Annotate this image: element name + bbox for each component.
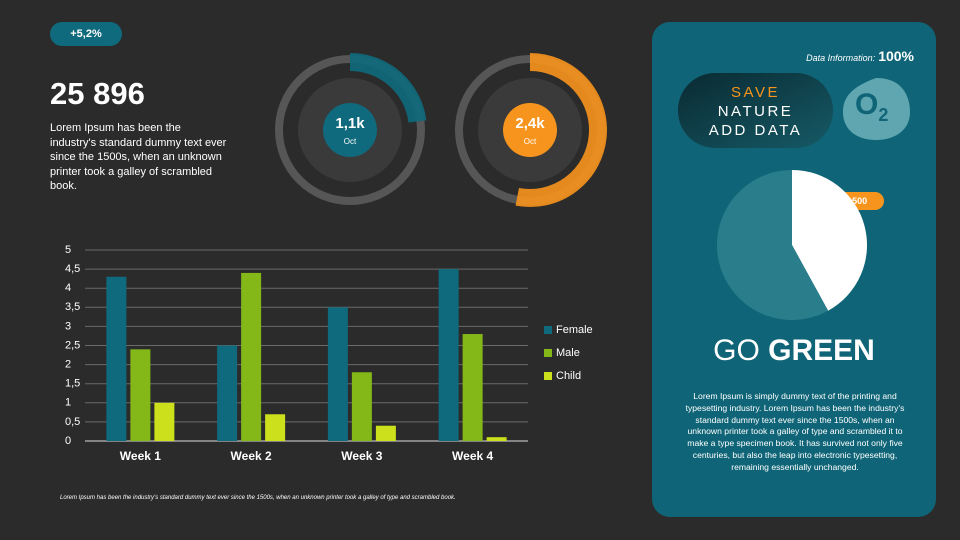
- bar: [154, 402, 175, 441]
- info-value: 100%: [878, 48, 914, 64]
- bar: [351, 372, 372, 441]
- bar: [106, 276, 127, 441]
- o2-drop: [843, 78, 910, 140]
- intro: Lorem Ipsum has been the industry's stan…: [50, 122, 227, 192]
- x-tick-label: Week 3: [341, 449, 382, 463]
- ring-center: [503, 103, 557, 157]
- y-tick-label: 1,5: [65, 378, 80, 390]
- bar: [375, 425, 396, 441]
- x-tick-label: Week 1: [120, 449, 161, 463]
- ring-center: [323, 103, 377, 157]
- save-text: SAVE NATURE ADD DATA: [678, 83, 833, 140]
- bar: [130, 349, 151, 441]
- y-tick-label: 5: [65, 244, 71, 256]
- bar: [217, 345, 238, 441]
- y-tick-label: 1: [65, 397, 71, 409]
- bar: [265, 414, 286, 441]
- bar: [327, 307, 348, 441]
- panel-body: Lorem Ipsum is simply dummy text of the …: [685, 391, 905, 472]
- footnote: Lorem Ipsum has been the industry's stan…: [60, 495, 456, 501]
- y-tick-label: 4,5: [65, 263, 80, 275]
- save: SAVE: [731, 84, 780, 101]
- ring-arc: [515, 53, 607, 207]
- save-pill: [678, 73, 833, 148]
- go: GO: [713, 334, 760, 367]
- y-tick-label: 0: [65, 435, 71, 447]
- y-tick-label: 2: [65, 359, 71, 371]
- y-tick-label: 0,5: [65, 416, 80, 428]
- callout: > 2 500: [836, 196, 868, 206]
- info: Data Information: 100%: [806, 48, 914, 64]
- bar: [486, 437, 507, 441]
- o2: O2: [855, 88, 888, 126]
- o2-sub: 2: [878, 105, 889, 125]
- go-green: GO GREEN: [652, 334, 936, 368]
- x-tick-label: Week 2: [231, 449, 272, 463]
- y-tick-label: 3,5: [65, 301, 80, 313]
- bar: [438, 269, 459, 441]
- badge-bg: [50, 22, 122, 46]
- x-tick-label: Week 4: [452, 449, 493, 463]
- bar: [462, 334, 483, 441]
- ring-value: 1,1k: [335, 115, 365, 132]
- legend-swatch: [544, 372, 552, 380]
- pie-slice: [792, 170, 867, 311]
- pie-slice: [716, 170, 829, 321]
- bar: [241, 272, 262, 441]
- info-label: Data Information:: [806, 53, 876, 63]
- y-tick-label: 2,5: [65, 339, 80, 351]
- legend-label: Child: [556, 370, 581, 382]
- ring-sub: Oct: [524, 137, 537, 146]
- y-tick-label: 4: [65, 282, 71, 294]
- legend-label: Male: [556, 347, 580, 359]
- o2-o: O: [855, 88, 879, 121]
- green: GREEN: [768, 334, 875, 367]
- nature: NATURE: [717, 103, 794, 120]
- ring-arc: [349, 53, 427, 123]
- badge: +5,2%: [70, 28, 102, 40]
- headline: 25 896: [50, 76, 145, 111]
- legend-swatch: [544, 349, 552, 357]
- legend-swatch: [544, 326, 552, 334]
- ring-sub: Oct: [344, 137, 357, 146]
- ring-value: 2,4k: [515, 115, 545, 132]
- delta: +5%: [838, 222, 857, 232]
- legend-label: Female: [556, 324, 593, 336]
- add-data: ADD DATA: [708, 122, 803, 139]
- y-tick-label: 3: [65, 320, 71, 332]
